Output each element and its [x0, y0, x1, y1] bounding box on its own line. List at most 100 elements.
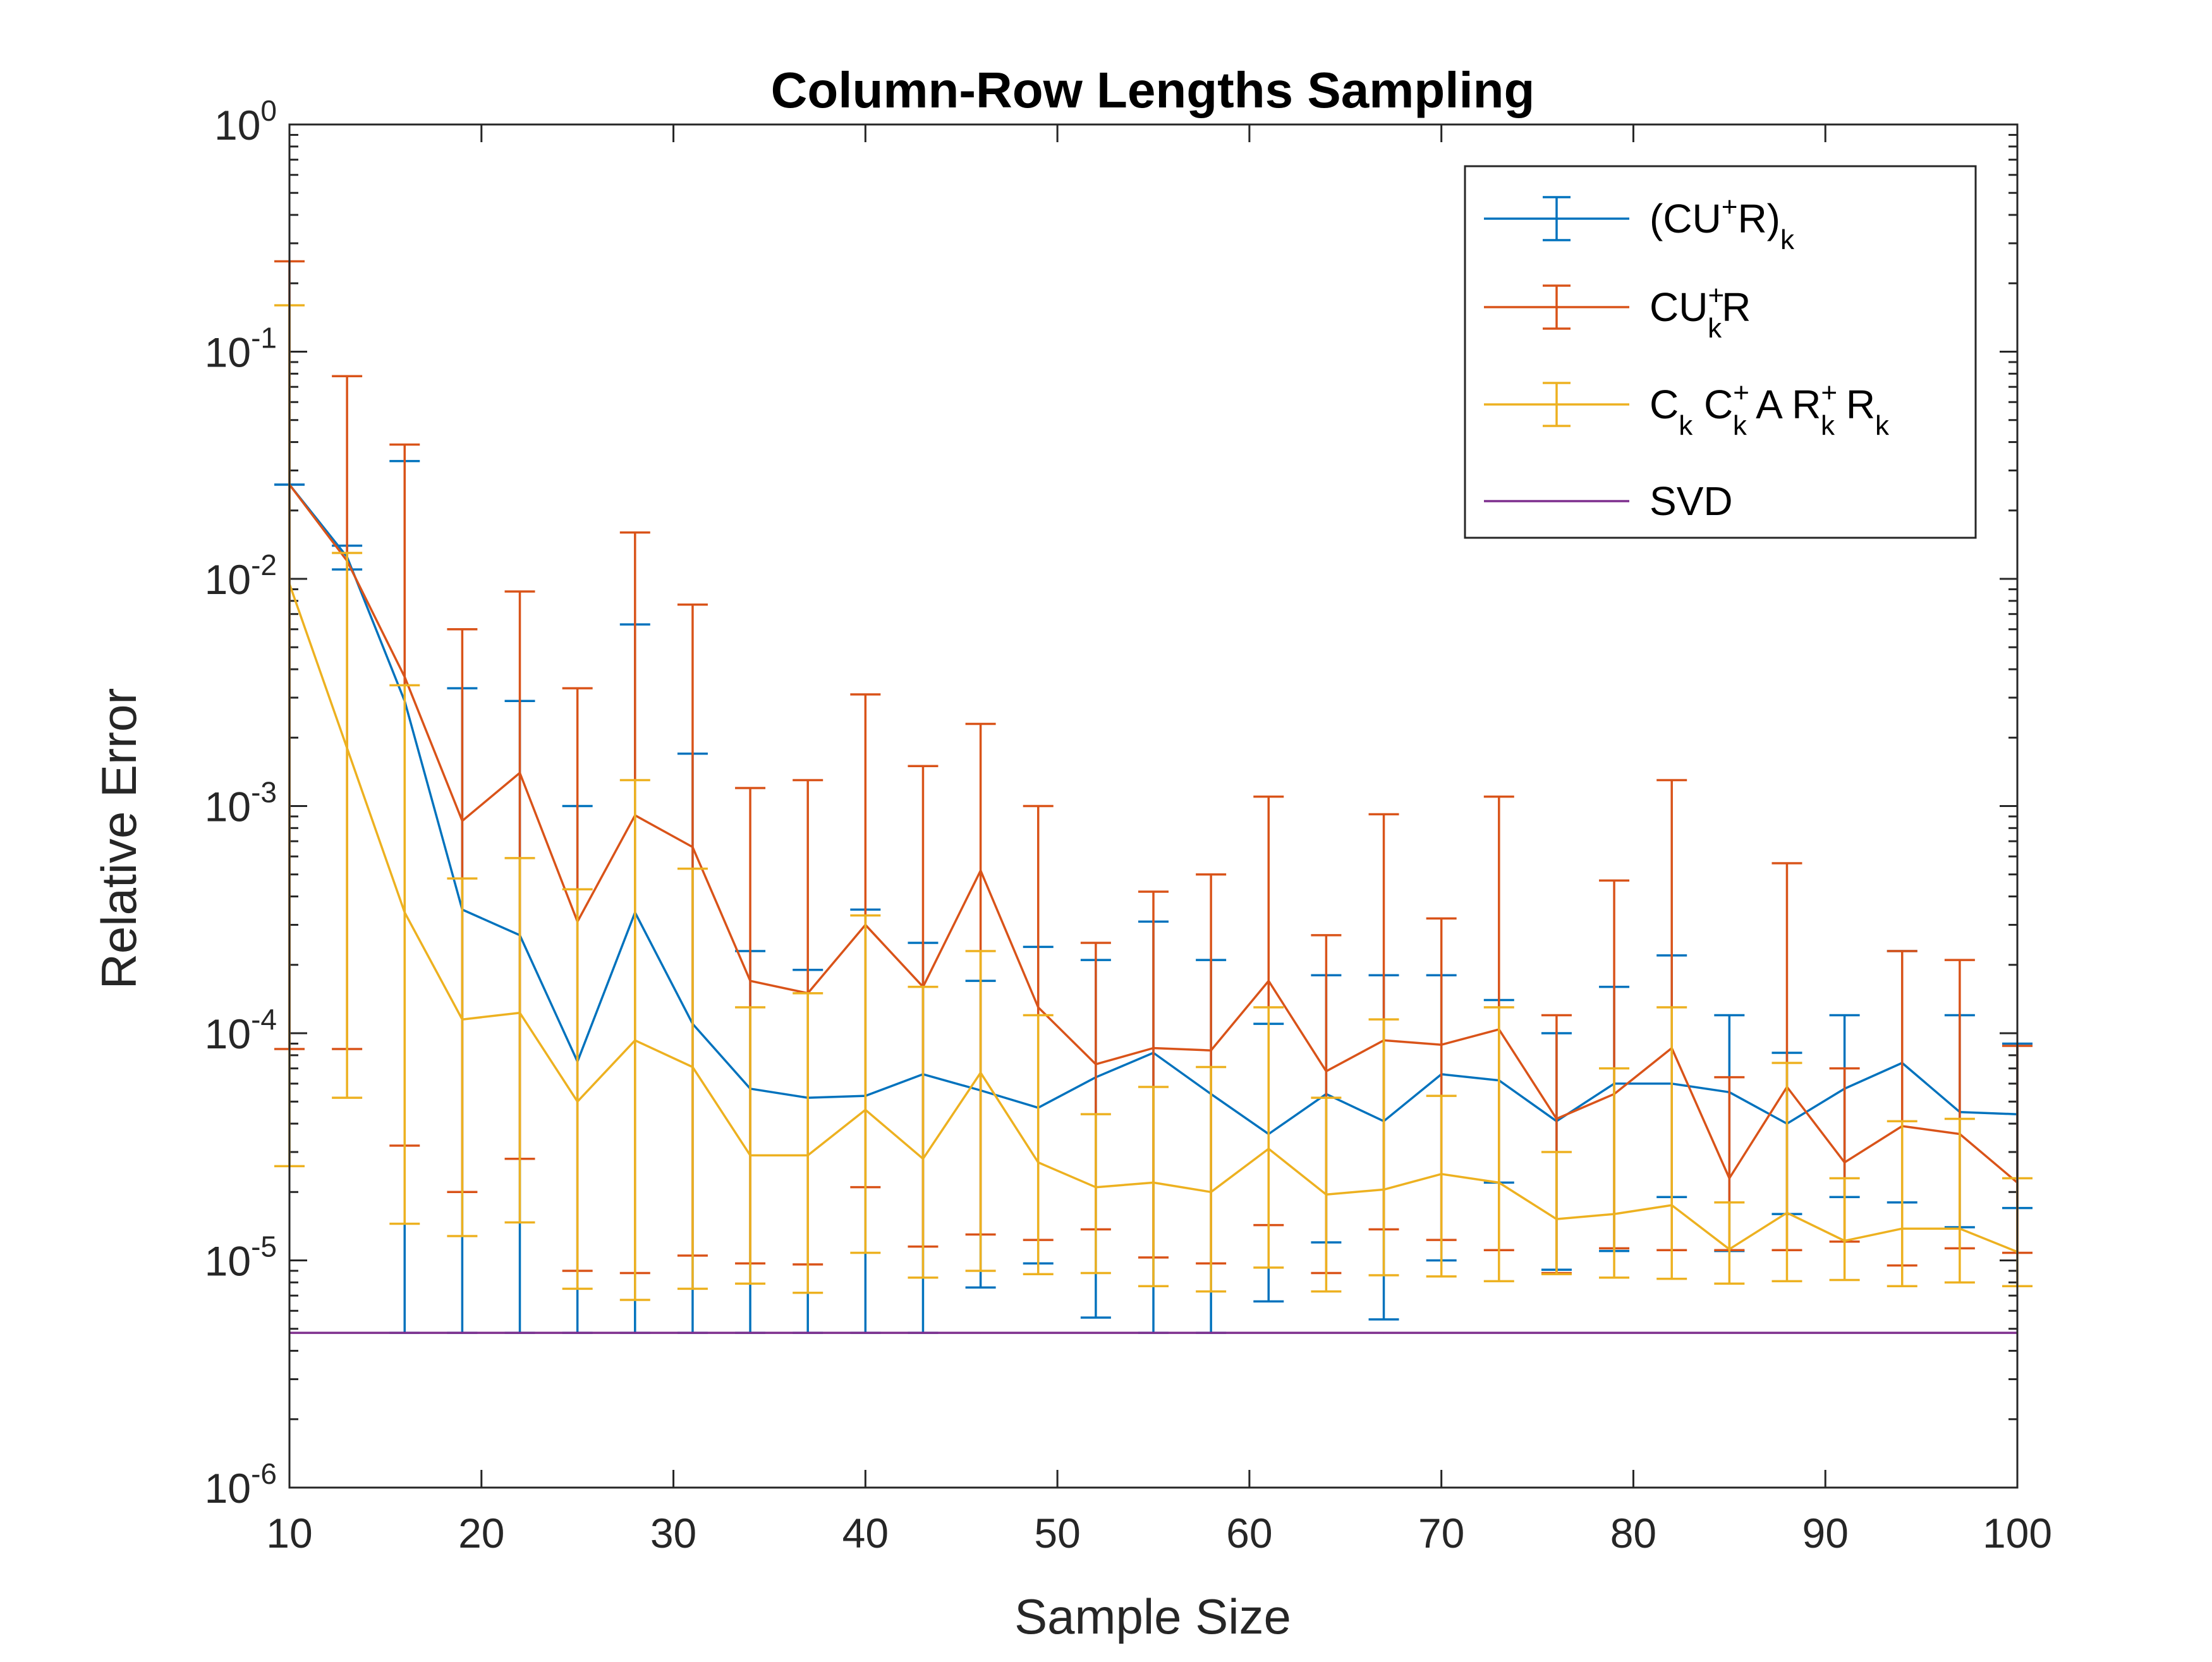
data-point — [1844, 1331, 1846, 1334]
data-point — [1152, 1331, 1155, 1334]
x-tick-label: 90 — [1802, 1510, 1849, 1556]
data-point — [921, 1331, 924, 1334]
y-tick-base: 10 — [214, 102, 260, 149]
legend-label: (CU+R)k — [1650, 191, 1795, 255]
legend-label-sub: k — [1821, 410, 1835, 441]
x-tick-label: 70 — [1418, 1510, 1464, 1556]
data-point — [1210, 1191, 1212, 1193]
data-point — [1555, 1218, 1558, 1220]
data-point — [864, 1108, 866, 1111]
data-point — [1095, 1186, 1097, 1189]
y-tick-exponent: -3 — [251, 776, 277, 809]
y-tick-exponent: -4 — [251, 1003, 277, 1036]
data-point — [1555, 1117, 1558, 1120]
data-point — [1901, 1331, 1904, 1334]
plot-series-group — [274, 260, 2033, 1334]
data-point — [403, 1331, 406, 1334]
legend-label-sup: + — [1821, 377, 1837, 408]
x-tick-label: 60 — [1226, 1510, 1272, 1556]
data-point — [1325, 1331, 1327, 1334]
y-tick-label: 10-4 — [205, 1003, 277, 1057]
data-point — [1670, 1204, 1673, 1206]
y-tick-base: 10 — [205, 1010, 251, 1057]
data-point — [1785, 1331, 1788, 1334]
data-point — [980, 1072, 982, 1074]
data-point — [403, 911, 406, 914]
axis-labels: 10 20 30 40 50 60 70 80 90 10010-610-510-410-310-… — [205, 94, 2052, 1556]
legend-label-text: (CU — [1650, 196, 1722, 241]
y-tick-label: 10-3 — [205, 776, 277, 830]
legend-box — [1464, 165, 1977, 539]
y-tick-label: 100 — [214, 94, 277, 149]
x-tick-label: 30 — [650, 1510, 696, 1556]
x-tick-label: 10 — [266, 1510, 312, 1556]
data-point — [1844, 1239, 1846, 1242]
data-point — [461, 1018, 463, 1021]
y-tick-label: 10-5 — [205, 1230, 277, 1285]
data-point — [749, 1331, 751, 1334]
data-point — [1440, 1331, 1443, 1334]
data-point — [1844, 1161, 1846, 1163]
data-point — [1037, 1161, 1040, 1163]
legend-label-sub: k — [1780, 224, 1795, 255]
data-point — [806, 1154, 809, 1156]
y-tick-base: 10 — [205, 556, 251, 603]
x-tick-label: 50 — [1034, 1510, 1080, 1556]
x-tick-label: 20 — [458, 1510, 504, 1556]
legend-label-sub: k — [1708, 313, 1722, 344]
y-tick-base: 10 — [205, 1238, 251, 1285]
data-point — [461, 820, 463, 822]
data-point — [691, 846, 694, 848]
y-tick-base: 10 — [205, 1465, 251, 1512]
plot-frame — [288, 123, 2019, 1489]
data-point — [1728, 1331, 1730, 1334]
legend-label: Ck C+ k A R+ k Rk — [1650, 377, 1890, 441]
data-point — [519, 1012, 521, 1014]
y-tick-label: 10-6 — [205, 1457, 277, 1512]
legend-label-sub: k — [1875, 410, 1890, 441]
y-tick-exponent: -6 — [251, 1457, 277, 1490]
legend-label-text: C — [1692, 382, 1733, 427]
data-point — [1498, 1181, 1500, 1184]
legend-label: CU+ kR — [1650, 280, 1751, 344]
data-point — [1383, 1331, 1385, 1334]
y-tick-exponent: -2 — [251, 549, 277, 581]
data-point — [519, 772, 521, 774]
legend-label-text: R) — [1737, 196, 1780, 241]
series-3 — [288, 1331, 2019, 1334]
data-point — [403, 676, 406, 678]
data-point — [1325, 1193, 1327, 1196]
data-point — [921, 1158, 924, 1160]
data-point — [576, 1100, 579, 1103]
y-tick-exponent: 0 — [260, 94, 277, 127]
legend-label-text: R — [1722, 284, 1751, 330]
data-point — [980, 1331, 982, 1334]
data-point — [1095, 1063, 1097, 1065]
data-point — [1037, 1006, 1040, 1009]
chart-title: Column-Row Lengths Sampling — [771, 62, 1535, 118]
data-point — [1267, 980, 1270, 982]
data-point — [864, 1331, 866, 1334]
data-point — [1440, 1173, 1443, 1175]
data-point — [634, 1331, 636, 1334]
legend-label-sup: + — [1708, 280, 1724, 311]
data-point — [1555, 1331, 1558, 1334]
legend-label-text: R — [1835, 382, 1875, 427]
data-point — [1095, 1331, 1097, 1334]
data-point — [1152, 1181, 1155, 1184]
legend-label-sup: + — [1733, 377, 1749, 408]
y-tick-label: 10-2 — [205, 549, 277, 603]
x-axis-title: Sample Size — [1014, 1589, 1291, 1644]
data-point — [980, 870, 982, 872]
legend-label: SVD — [1650, 478, 1733, 524]
data-point — [1267, 1331, 1270, 1334]
data-point — [691, 1065, 694, 1068]
data-point — [691, 1331, 694, 1334]
legend-label-sup: + — [1722, 191, 1738, 222]
x-tick-label: 80 — [1610, 1510, 1656, 1556]
data-point — [1267, 1148, 1270, 1150]
y-tick-label: 10-1 — [205, 322, 277, 376]
